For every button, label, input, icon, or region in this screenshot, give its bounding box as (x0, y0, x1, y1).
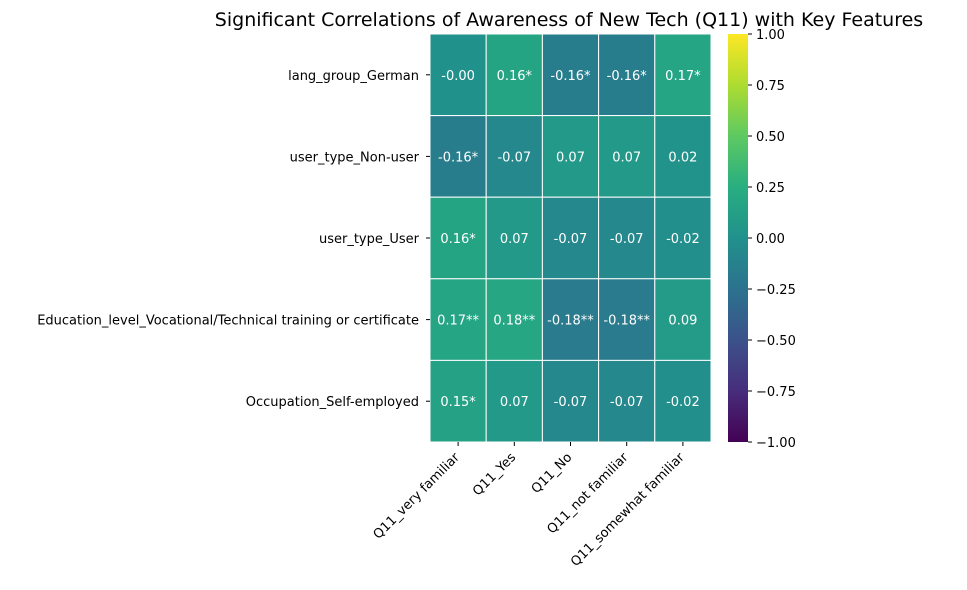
row-label: user_type_User (319, 232, 420, 247)
cell-value-label: -0.07 (610, 395, 644, 410)
heatmap-cell (541, 359, 600, 443)
cell-value-label: 0.07 (500, 395, 529, 410)
heatmap-cells: -0.00 0.16* -0.16* -0.16* 0.17* -0.16* -0.07 0.… (429, 33, 712, 443)
column-label: Q11_somewhat familiar (568, 450, 688, 570)
cell-value-label: -0.02 (666, 232, 700, 247)
heatmap-cell (485, 196, 543, 280)
heatmap-cell (485, 278, 543, 361)
heatmap-cell (485, 359, 543, 443)
colorbar-tick-label: 0.25 (756, 181, 785, 196)
cell-value-label: 0.16* (440, 232, 476, 247)
heatmap-cell (598, 196, 656, 280)
row-label: Occupation_Self-employed (246, 395, 419, 410)
heatmap-cell (485, 33, 543, 117)
heatmap-cell (654, 359, 712, 443)
cell-value-label: 0.07 (556, 150, 585, 165)
row-label: Education_level_Vocational/Technical tra… (37, 314, 419, 329)
heatmap-cell (541, 115, 600, 198)
cell-value-label: 0.17* (665, 69, 701, 84)
colorbar-tick-label: −1.00 (756, 436, 796, 451)
cell-value-label: -0.07 (497, 150, 531, 165)
column-label: Q11_No (529, 450, 576, 497)
cell-value-label: -0.16* (438, 150, 479, 165)
heatmap-cell (654, 115, 712, 198)
cell-value-label: 0.16* (497, 69, 533, 84)
colorbar-tick-label: −0.75 (756, 385, 796, 400)
row-labels: lang_group_German user_type_Non-user user_… (37, 69, 430, 410)
heatmap-cell (598, 33, 656, 117)
row-label: user_type_Non-user (290, 150, 420, 165)
chart-title: Significant Correlations of Awareness of… (215, 9, 923, 31)
cell-value-label: -0.02 (666, 395, 700, 410)
heatmap-cell (429, 359, 487, 443)
colorbar-tick-label: 1.00 (756, 28, 785, 43)
cell-value-label: -0.16* (607, 69, 648, 84)
heatmap-cell (654, 278, 712, 361)
colorbar-tick-label: 0.75 (756, 79, 785, 94)
cell-value-label: 0.07 (500, 232, 529, 247)
colorbar-tick-label: −0.50 (756, 334, 796, 349)
cell-value-label: 0.02 (668, 150, 697, 165)
colorbar-gradient (728, 34, 748, 442)
cell-value-label: 0.18** (493, 314, 535, 329)
cell-value-label: -0.18** (547, 314, 594, 329)
colorbar-tick-label: −0.25 (756, 283, 796, 298)
colorbar: 1.00 0.75 0.50 0.25 0.00 −0.25 −0.50 −0.75 −1.00 (728, 28, 796, 451)
cell-value-label: -0.07 (554, 232, 588, 247)
cell-value-label: 0.07 (612, 150, 641, 165)
cell-value-label: -0.16* (550, 69, 591, 84)
heatmap-cell (429, 33, 487, 117)
cell-value-label: 0.15* (440, 395, 476, 410)
heatmap-cell (541, 278, 600, 361)
heatmap-cell (429, 115, 487, 198)
cell-value-label: -0.07 (554, 395, 588, 410)
row-label: lang_group_German (288, 69, 419, 84)
cell-value-label: 0.17** (437, 314, 479, 329)
cell-value-label: 0.09 (668, 314, 697, 329)
colorbar-tick-label: 0.00 (756, 232, 785, 247)
cell-value-label: -0.07 (610, 232, 644, 247)
cell-value-label: -0.18** (603, 314, 650, 329)
colorbar-tick-label: 0.50 (756, 130, 785, 145)
column-label: Q11_Yes (470, 450, 519, 499)
column-label: Q11_very familiar (371, 450, 464, 543)
heatmap-cell (654, 196, 712, 280)
heatmap-cell (598, 278, 656, 361)
heatmap-cell (541, 33, 600, 117)
cell-value-label: -0.00 (441, 69, 475, 84)
